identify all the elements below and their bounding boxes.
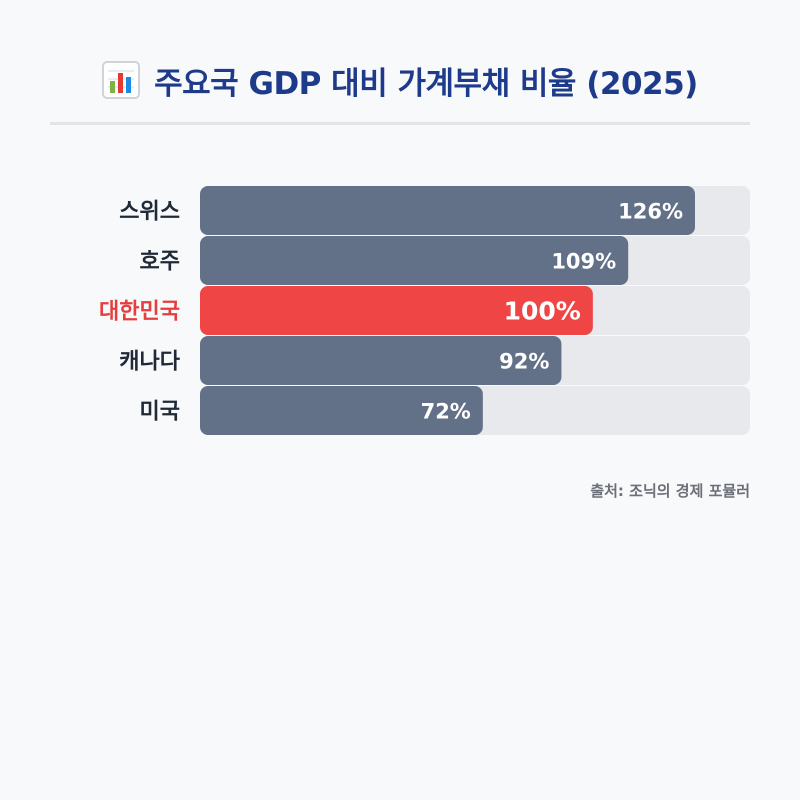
category-label: 스위스: [119, 200, 180, 225]
value-label: 92%: [499, 350, 549, 374]
bar-track: [200, 186, 750, 235]
title-divider: [50, 122, 750, 125]
value-label: 100%: [504, 297, 581, 326]
category-label: 호주: [140, 250, 180, 275]
source-note: 출처: 조닉의 경제 포뮬러: [590, 482, 750, 500]
value-label: 72%: [421, 400, 471, 424]
bar: [200, 286, 593, 335]
category-label: 대한민국: [99, 300, 180, 325]
page-title: 주요국 GDP 대비 가계부채 비율 (2025): [154, 65, 698, 102]
value-label: 126%: [618, 200, 683, 224]
title-row: 주요국 GDP 대비 가계부채 비율 (2025): [0, 50, 800, 110]
bar-chart-icon: [102, 61, 141, 99]
bar: [200, 186, 695, 235]
bar-track: [200, 386, 750, 435]
category-label: 미국: [140, 400, 180, 425]
bar-track: [200, 286, 750, 335]
value-label: 109%: [551, 250, 616, 274]
bar: [200, 236, 629, 285]
category-label: 캐나다: [119, 350, 180, 375]
bar: [200, 336, 562, 385]
bar: [200, 386, 483, 435]
bar-track: [200, 236, 750, 285]
bar-track: [200, 336, 750, 385]
